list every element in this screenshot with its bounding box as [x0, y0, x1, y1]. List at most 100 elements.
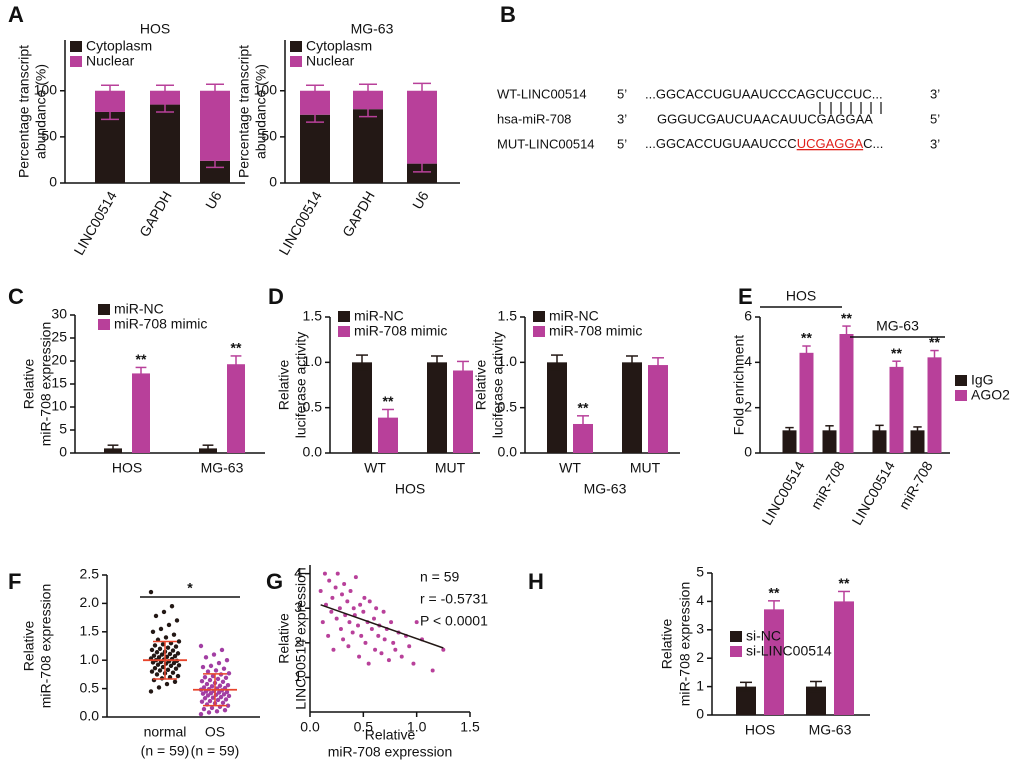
point	[347, 620, 352, 625]
legend-swatch	[533, 311, 545, 322]
annotation: r = -0.5731	[420, 591, 488, 607]
bar	[622, 362, 642, 453]
legend-label: Cytoplasm	[306, 38, 372, 54]
seq-end: 3’	[617, 111, 627, 126]
dot	[222, 707, 228, 713]
dot	[155, 662, 161, 667]
y-tick-label: 2	[696, 649, 704, 665]
fit-line	[320, 604, 444, 649]
y-axis-label: miR-708 expression	[38, 584, 54, 709]
y-axis-label: abundance (%)	[33, 64, 49, 159]
bar	[95, 111, 125, 183]
y-tick-label: 1.0	[303, 353, 323, 369]
legend-label: Nuclear	[306, 53, 355, 69]
dot	[221, 666, 227, 671]
point	[350, 630, 355, 635]
x-tick-label: miR-708	[895, 458, 935, 512]
y-tick-label: 1	[294, 668, 302, 684]
dot	[165, 645, 171, 650]
legend-swatch	[730, 631, 742, 642]
seq-end: 5’	[930, 111, 940, 126]
dot	[157, 668, 163, 673]
point	[372, 616, 376, 621]
dot	[172, 654, 178, 659]
seq-name: MUT-LINC00514	[497, 136, 595, 151]
annotation: P < 0.0001	[420, 613, 488, 629]
panel-label: F	[8, 569, 21, 594]
bar	[573, 423, 593, 453]
y-axis-label: miR-708 expression	[677, 582, 693, 707]
bar	[227, 364, 245, 453]
legend-label: miR-NC	[354, 308, 404, 324]
y-axis-label: Fold enrichment	[731, 335, 747, 435]
dot	[198, 643, 204, 649]
point	[358, 602, 363, 607]
point	[367, 599, 372, 604]
point	[345, 599, 350, 604]
y-tick-label: 3	[696, 621, 704, 637]
dot	[160, 642, 166, 647]
legend-swatch	[70, 41, 82, 52]
seq-end: 3’	[930, 86, 940, 101]
bar	[839, 334, 854, 453]
dot	[171, 632, 177, 637]
dot	[156, 685, 162, 690]
point	[334, 616, 339, 621]
point	[361, 609, 366, 614]
y-tick-label: 2.0	[80, 594, 100, 610]
x-tick-label: 0.0	[300, 719, 320, 735]
dot	[160, 664, 166, 670]
dot	[204, 681, 210, 687]
chart-title: MG-63	[351, 21, 394, 37]
sequence: ...GGCACCUGUAAUCCCAGCUCCUC...	[645, 86, 883, 101]
y-tick-label: 30	[51, 306, 67, 322]
legend-label: IgG	[971, 372, 994, 388]
point	[359, 633, 364, 638]
group-label: MG-63	[876, 318, 919, 334]
dot	[174, 618, 180, 623]
seq-end: 3’	[930, 136, 940, 151]
x-tick-note: (n = 59)	[191, 743, 240, 759]
x-tick-label: normal	[144, 724, 187, 740]
dot	[170, 670, 176, 675]
dot	[159, 652, 165, 657]
point	[430, 668, 435, 673]
point	[353, 575, 358, 580]
y-axis-label: Relative	[473, 360, 489, 411]
y-tick-label: 0.0	[498, 444, 518, 460]
legend-swatch	[955, 390, 967, 401]
y-tick-label: 10	[51, 398, 67, 414]
panel-label: B	[500, 2, 516, 27]
y-axis-label: LINC00514 expression	[293, 567, 309, 709]
dot	[167, 651, 173, 657]
y-axis-label: miR-708 expression	[38, 322, 54, 447]
dot	[172, 679, 178, 684]
dot	[205, 669, 211, 674]
dot	[152, 643, 158, 648]
sequence-part: C...	[863, 136, 883, 151]
dot	[201, 706, 207, 712]
dot	[153, 613, 159, 619]
mutation: UCGAGGA	[797, 136, 864, 151]
dot	[168, 663, 174, 669]
point	[320, 620, 325, 625]
bar	[736, 686, 756, 715]
comparison-label: *	[187, 580, 193, 596]
legend-swatch	[290, 41, 302, 52]
panel-label: A	[8, 2, 24, 27]
y-tick-label: 5	[696, 564, 704, 580]
legend-swatch	[955, 375, 967, 386]
dot	[208, 690, 214, 696]
y-tick-label: 0	[696, 706, 704, 722]
point	[379, 651, 384, 656]
legend-label: miR-708 mimic	[354, 323, 447, 339]
legend-label: miR-NC	[114, 301, 164, 317]
legend-swatch	[290, 56, 302, 67]
bar	[200, 160, 230, 183]
y-tick-label: 50	[41, 128, 57, 144]
y-tick-label: 15	[51, 375, 67, 391]
y-tick-label: 2	[294, 634, 302, 650]
dot	[208, 663, 214, 669]
x-axis-label: MG-63	[584, 481, 627, 497]
dot	[220, 700, 226, 705]
